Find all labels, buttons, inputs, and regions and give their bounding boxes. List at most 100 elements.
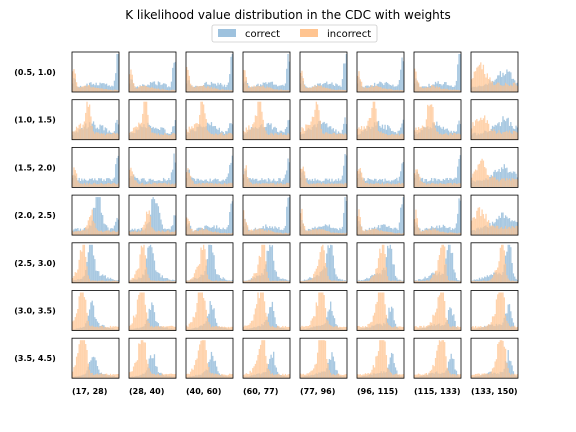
histogram-bar-incorrect bbox=[440, 341, 442, 379]
histogram-bar-incorrect bbox=[313, 230, 315, 236]
histogram-bar-incorrect bbox=[155, 325, 157, 331]
histogram-bar-incorrect bbox=[169, 135, 171, 140]
histogram-bar-incorrect bbox=[392, 232, 394, 236]
histogram-bar-incorrect bbox=[511, 178, 513, 188]
histogram-bar-incorrect bbox=[262, 119, 264, 140]
histogram-bar-incorrect bbox=[390, 280, 393, 283]
histogram-bar-incorrect bbox=[269, 280, 271, 283]
histogram-bar-incorrect bbox=[209, 182, 211, 188]
histogram-bar-incorrect bbox=[199, 182, 201, 188]
histogram-bar-correct bbox=[501, 167, 503, 188]
histogram-bar-correct bbox=[425, 179, 428, 188]
histogram-bar-incorrect bbox=[377, 183, 380, 188]
histogram-bar-incorrect bbox=[421, 125, 424, 140]
histogram-bar-incorrect bbox=[83, 297, 86, 331]
histogram-bar-incorrect bbox=[138, 294, 140, 331]
histogram-bar-incorrect bbox=[259, 86, 262, 92]
histogram-bar-incorrect bbox=[254, 183, 257, 188]
histogram-bar-incorrect bbox=[326, 87, 328, 92]
histogram-bar-incorrect bbox=[502, 132, 504, 140]
histogram-bar-incorrect bbox=[227, 133, 230, 140]
histogram-bar-incorrect bbox=[246, 325, 249, 331]
histogram-bar-incorrect bbox=[436, 131, 438, 140]
histogram-bar-incorrect bbox=[212, 326, 214, 331]
histogram-bar-incorrect bbox=[455, 90, 458, 92]
histogram-bar-incorrect bbox=[326, 319, 328, 331]
histogram-bar-incorrect bbox=[229, 183, 231, 188]
histogram-panel bbox=[185, 194, 234, 236]
histogram-bar-incorrect bbox=[287, 89, 289, 92]
histogram-bar-incorrect bbox=[166, 134, 169, 140]
histogram-bar-incorrect bbox=[384, 253, 386, 283]
histogram-bar-incorrect bbox=[337, 281, 340, 283]
histogram-bar-correct bbox=[512, 322, 515, 331]
histogram-bar-incorrect bbox=[337, 373, 340, 379]
histogram-bar-correct bbox=[459, 54, 461, 92]
histogram-bar-correct bbox=[230, 56, 232, 92]
histogram-bar-incorrect bbox=[477, 207, 479, 236]
histogram-bar-incorrect bbox=[248, 280, 250, 283]
histogram-bar-incorrect bbox=[337, 233, 340, 236]
histogram-bar-incorrect bbox=[300, 72, 302, 92]
histogram-bar-correct bbox=[230, 203, 232, 236]
histogram-bar-incorrect bbox=[273, 327, 275, 331]
histogram-panel bbox=[185, 146, 234, 188]
histogram-bar-correct bbox=[283, 279, 285, 283]
histogram-bar-incorrect bbox=[134, 230, 136, 236]
histogram-bar-incorrect bbox=[459, 232, 461, 236]
histogram-bar-correct bbox=[339, 227, 341, 236]
histogram-bar-correct bbox=[209, 359, 211, 379]
histogram-bar-correct bbox=[474, 279, 477, 283]
histogram-bar-incorrect bbox=[375, 356, 377, 379]
histogram-bar-incorrect bbox=[223, 280, 226, 283]
histogram-bar-incorrect bbox=[427, 230, 429, 236]
histogram-bar-incorrect bbox=[441, 134, 443, 140]
histogram-bar-incorrect bbox=[501, 292, 503, 331]
histogram-bar-incorrect bbox=[316, 85, 319, 92]
histogram-bar-incorrect bbox=[257, 292, 259, 331]
histogram-bar-incorrect bbox=[323, 229, 325, 236]
histogram-bar-incorrect bbox=[503, 228, 505, 236]
histogram-bar-incorrect bbox=[487, 220, 490, 236]
histogram-bar-incorrect bbox=[83, 121, 86, 140]
histogram-bar-correct bbox=[271, 357, 274, 379]
histogram-bar-correct bbox=[169, 87, 171, 92]
histogram-bar-incorrect bbox=[164, 232, 166, 236]
histogram-bar-incorrect bbox=[139, 86, 141, 92]
histogram-bar-incorrect bbox=[357, 281, 359, 283]
histogram-bar-incorrect bbox=[429, 184, 431, 188]
histogram-bar-incorrect bbox=[502, 228, 504, 236]
histogram-bar-incorrect bbox=[226, 233, 228, 236]
histogram-bar-incorrect bbox=[459, 374, 461, 379]
histogram-bar-correct bbox=[152, 197, 154, 236]
histogram-bar-correct bbox=[153, 312, 156, 331]
histogram-bar-correct bbox=[481, 277, 483, 283]
histogram-bar-correct bbox=[454, 272, 456, 283]
histogram-bar-correct bbox=[380, 224, 382, 236]
histogram-bar-incorrect bbox=[147, 320, 149, 331]
histogram-bar-incorrect bbox=[331, 232, 333, 236]
histogram-bar-incorrect bbox=[330, 133, 332, 140]
histogram-bar-correct bbox=[485, 277, 487, 283]
histogram-bar-correct bbox=[105, 225, 108, 236]
histogram-bar-incorrect bbox=[117, 134, 119, 140]
histogram-bar-incorrect bbox=[414, 130, 416, 140]
histogram-bar-incorrect bbox=[450, 280, 452, 283]
histogram-bar-incorrect bbox=[401, 327, 403, 331]
histogram-bar-correct bbox=[269, 307, 271, 331]
histogram-bar-incorrect bbox=[420, 127, 422, 140]
histogram-bar-correct bbox=[216, 366, 218, 379]
histogram-bar-incorrect bbox=[432, 228, 434, 236]
histogram-bar-incorrect bbox=[370, 183, 372, 188]
histogram-bar-incorrect bbox=[366, 182, 368, 188]
histogram-bar-incorrect bbox=[421, 182, 424, 188]
histogram-bar-incorrect bbox=[310, 279, 312, 283]
histogram-bar-correct bbox=[337, 85, 340, 92]
histogram-bar-incorrect bbox=[330, 232, 332, 236]
histogram-bar-incorrect bbox=[480, 374, 482, 379]
histogram-panel bbox=[356, 337, 405, 379]
histogram-bar-correct bbox=[504, 121, 507, 140]
histogram-bar-incorrect bbox=[243, 69, 245, 92]
histogram-bar-incorrect bbox=[507, 132, 509, 140]
histogram-bar-incorrect bbox=[499, 227, 502, 236]
